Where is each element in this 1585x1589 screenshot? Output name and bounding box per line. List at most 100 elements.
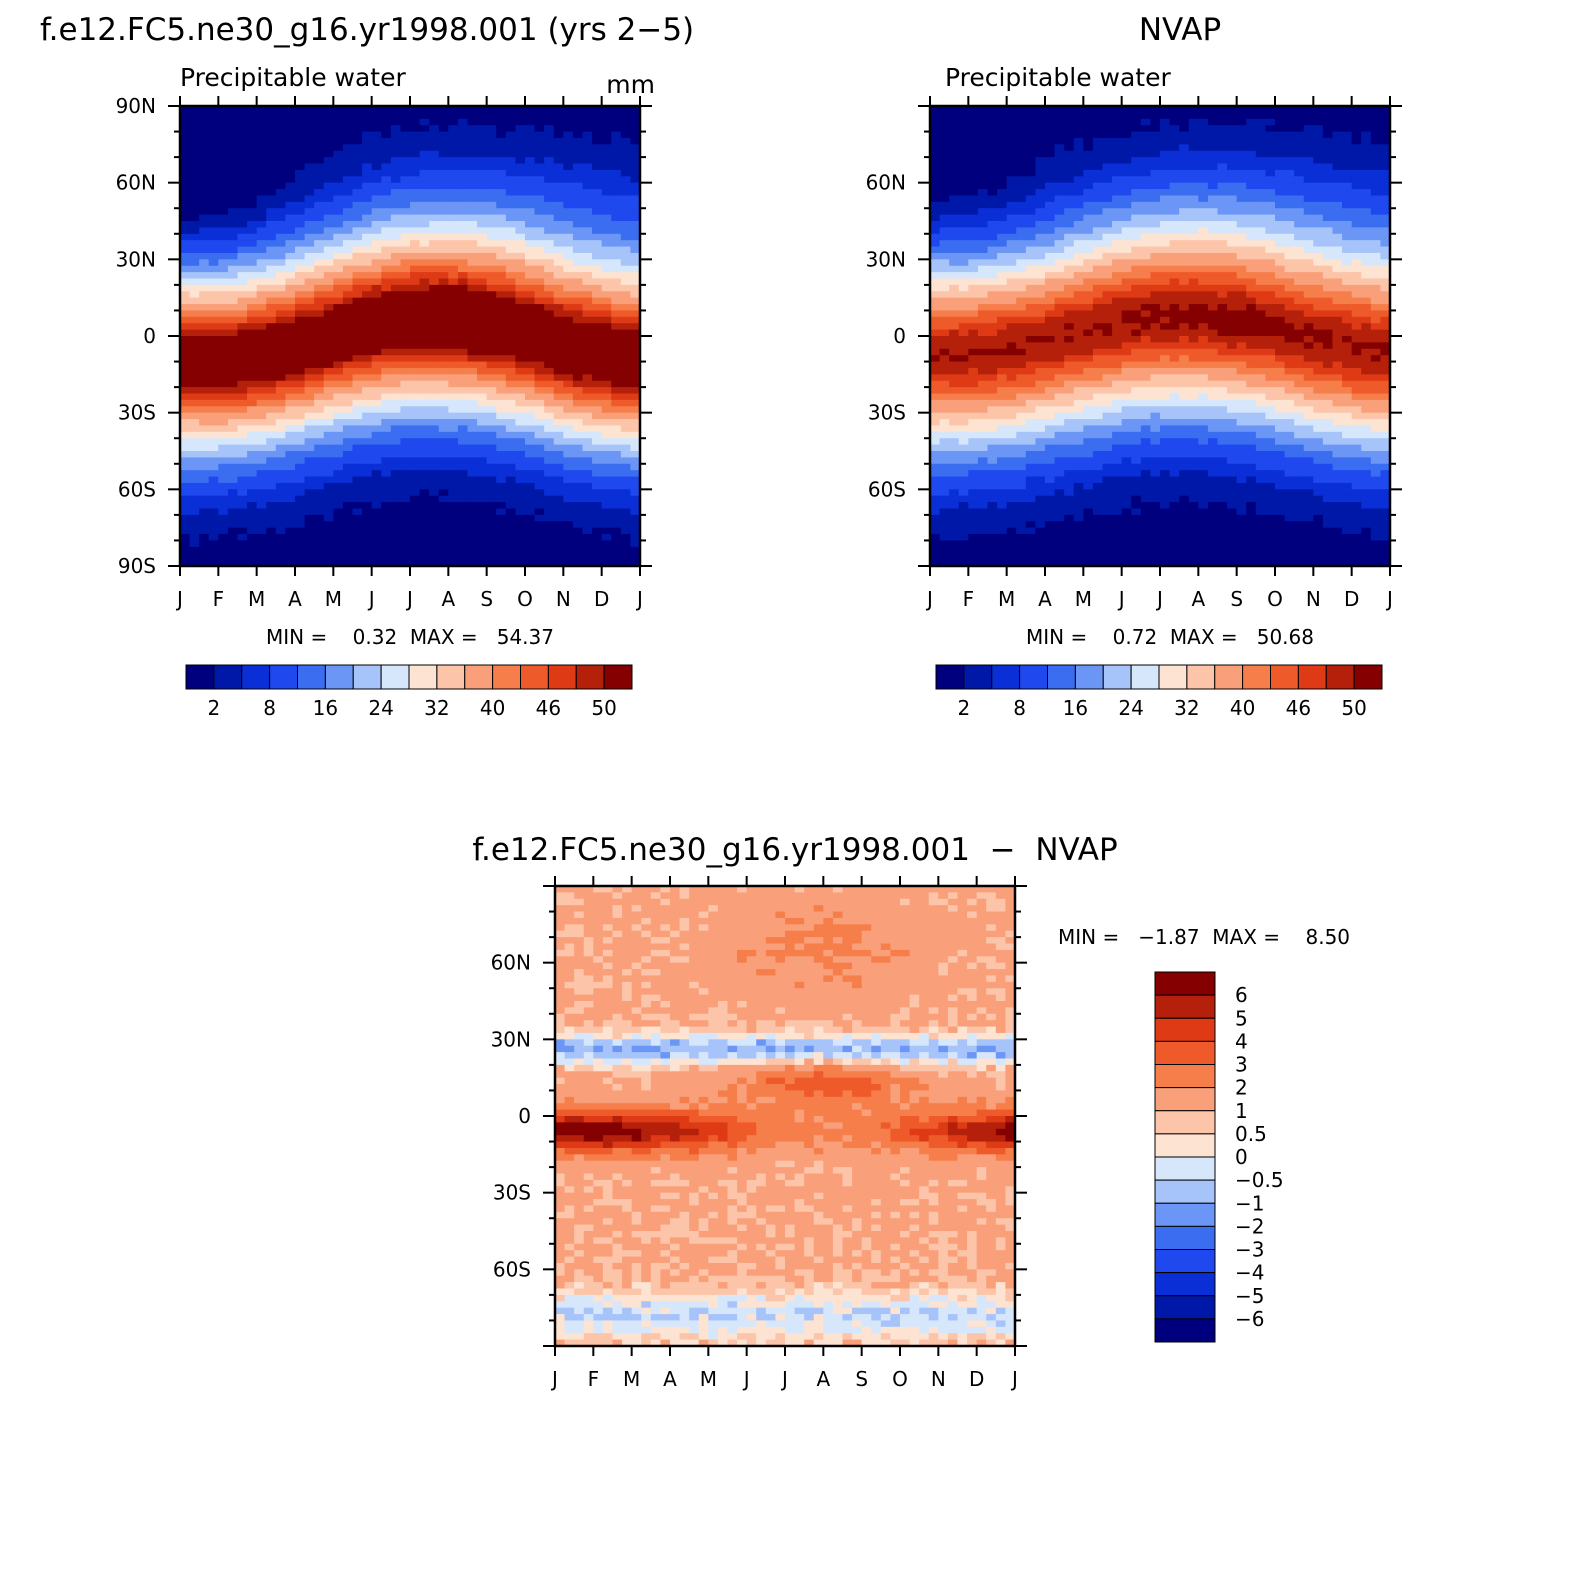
heat-cell [180, 362, 190, 369]
heat-cell [314, 438, 324, 445]
heat-cell [439, 227, 449, 234]
heat-cell [400, 279, 410, 286]
heat-cell [276, 381, 286, 388]
heat-cell [968, 227, 978, 234]
heat-cell [1083, 406, 1093, 413]
heat-cell [1103, 368, 1113, 375]
heat-cell [448, 176, 458, 183]
heat-cell [1026, 477, 1036, 484]
heat-cell [535, 176, 545, 183]
heat-cell [496, 215, 506, 222]
heat-cell [940, 540, 950, 547]
heat-cell [180, 496, 190, 503]
heat-cell [940, 470, 950, 477]
heat-cell [314, 534, 324, 541]
heat-cell [362, 253, 372, 260]
heat-cell [968, 272, 978, 279]
heat-cell [218, 215, 228, 222]
heat-cell [305, 400, 315, 407]
heat-cell [410, 189, 420, 196]
colorbar-swatch [409, 665, 437, 689]
heat-cell [968, 259, 978, 266]
heat-cell [1016, 425, 1026, 432]
heat-cell [429, 470, 439, 477]
heat-cell [420, 406, 430, 413]
heat-cell [468, 323, 478, 330]
heat-cell [439, 470, 449, 477]
heat-cell [228, 413, 238, 420]
heat-cell [602, 477, 612, 484]
heat-cell [372, 208, 382, 215]
heat-cell [1112, 151, 1122, 158]
heat-cell [602, 362, 612, 369]
heat-cell [988, 489, 998, 496]
heat-cell [506, 157, 516, 164]
heat-cell [496, 451, 506, 458]
heat-cell [333, 323, 343, 330]
heat-cell [209, 400, 219, 407]
heat-cell [1074, 483, 1084, 490]
heat-cell [420, 547, 430, 554]
heat-cell [515, 132, 525, 139]
heat-cell [535, 164, 545, 171]
heat-cell [247, 112, 257, 119]
heat-cell [592, 438, 602, 445]
heat-cell [285, 227, 295, 234]
heat-cell [372, 151, 382, 158]
x-tick-label: A [441, 587, 455, 611]
heat-cell [209, 259, 219, 266]
heat-cell [1083, 457, 1093, 464]
heat-cell [429, 323, 439, 330]
heat-cell [324, 317, 334, 324]
heat-cell [496, 138, 506, 145]
heat-cell [305, 419, 315, 426]
heat-cell [362, 553, 372, 560]
heat-cell [1064, 387, 1074, 394]
heat-cell [180, 125, 190, 132]
heat-cell [959, 253, 969, 260]
heat-cell [228, 240, 238, 247]
heat-cell [515, 413, 525, 420]
heat-cell [602, 291, 612, 298]
heat-cell [209, 355, 219, 362]
heat-cell [602, 534, 612, 541]
heat-cell [968, 208, 978, 215]
heat-cell [563, 394, 573, 401]
heat-cell [515, 317, 525, 324]
heat-cell [276, 540, 286, 547]
heat-cell [583, 349, 593, 356]
heat-cell [400, 509, 410, 516]
heat-cell [391, 425, 401, 432]
heat-cell [1093, 323, 1103, 330]
heat-cell [199, 457, 209, 464]
heat-cell [448, 509, 458, 516]
heat-cell [247, 227, 257, 234]
heat-cell [515, 310, 525, 317]
heat-cell [968, 374, 978, 381]
heat-cell [988, 355, 998, 362]
heat-cell [439, 291, 449, 298]
heat-cell [343, 451, 353, 458]
heat-cell [1064, 317, 1074, 324]
heat-cell [362, 406, 372, 413]
heat-cell [333, 400, 343, 407]
heat-cell [1064, 291, 1074, 298]
heat-cell [1074, 355, 1084, 362]
heat-cell [410, 266, 420, 273]
heat-cell [515, 457, 525, 464]
heat-cell [1112, 227, 1122, 234]
heat-cell [439, 266, 449, 273]
heat-cell [1007, 151, 1017, 158]
heat-cell [1055, 451, 1065, 458]
heat-cell [1007, 119, 1017, 126]
heat-cell [295, 202, 305, 209]
heat-cell [190, 240, 200, 247]
heat-cell [1035, 215, 1045, 222]
heat-cell [372, 227, 382, 234]
heat-cell [285, 464, 295, 471]
heat-cell [997, 298, 1007, 305]
heat-cell [525, 253, 535, 260]
heat-cell [295, 132, 305, 139]
heat-cell [968, 534, 978, 541]
heat-cell [506, 406, 516, 413]
